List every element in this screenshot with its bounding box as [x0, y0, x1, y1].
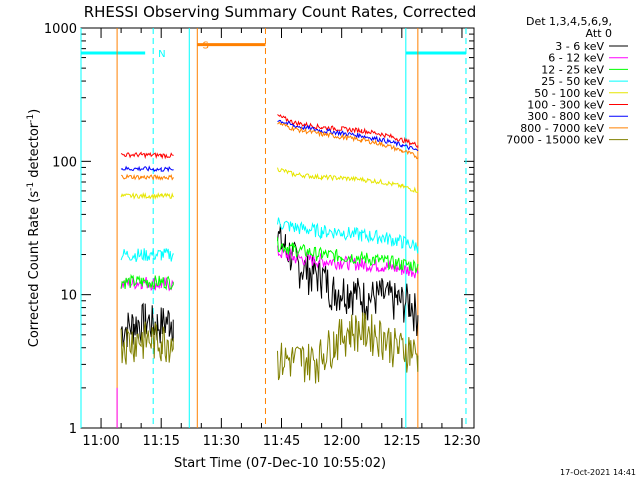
y-label-main: Corrected Count Rate (s [27, 191, 42, 348]
legend-label-7000-15000: 7000 - 15000 keV [506, 134, 604, 147]
series-800-7000-kev-line [277, 121, 419, 160]
chart-title: RHESSI Observing Summary Count Rates, Co… [84, 3, 477, 21]
series-25-50-kev-line [277, 217, 419, 254]
x-tick-label: 11:30 [203, 434, 240, 449]
legend-header-line: Att 0 [586, 27, 612, 40]
legend-label-50-100: 50 - 100 keV [534, 87, 604, 100]
x-tick-label: 12:30 [443, 434, 480, 449]
series-50-100-kev-line [120, 191, 174, 201]
legend-label-3-6: 3 - 6 keV [555, 40, 604, 53]
series-12-25-kev-line [277, 237, 419, 273]
legend-label-300-800: 300 - 800 keV [527, 110, 604, 123]
series-12-25-kev-line [120, 273, 174, 291]
y-label-sup-2: -1 [26, 114, 36, 123]
x-tick-label: 12:00 [323, 434, 360, 449]
series-100-300-kev-line [277, 114, 419, 149]
y-tick-label: 100 [52, 155, 77, 170]
series-800-7000-kev-line [120, 173, 174, 181]
legend-label-12-25: 12 - 25 keV [541, 63, 604, 76]
legend-label-25-50: 25 - 50 keV [541, 75, 604, 88]
plot-frame [80, 27, 475, 429]
y-tick-label: 10 [60, 289, 77, 304]
footer-date: 17-Oct-2021 14:41 [560, 468, 636, 477]
y-tick-label: 1 [69, 422, 77, 437]
legend-header-line: Det 1,3,4,5,6,9, [526, 15, 612, 28]
y-axis-label: Corrected Count Rate (s-1 detector-1) [26, 109, 42, 347]
x-tick-label: 11:45 [263, 434, 300, 449]
legend-label-100-300: 100 - 300 keV [527, 99, 604, 112]
legend-label-800-7000: 800 - 7000 keV [520, 122, 604, 135]
series-25-50-kev-line [120, 248, 174, 263]
x-tick-label: 12:15 [383, 434, 420, 449]
series-7000-15000-kev-line [120, 321, 174, 365]
series-3-6-kev-line [120, 302, 174, 348]
y-label-end: ) [27, 109, 42, 114]
legend-label-6-12: 6 - 12 keV [548, 52, 604, 65]
series-300-800-kev-line [120, 165, 174, 173]
flag-n-label: N [158, 49, 165, 60]
y-label-mid: detector [27, 122, 42, 182]
series-50-100-kev-line [277, 167, 419, 193]
series-100-300-kev-line [120, 151, 174, 160]
flag-s-label: S [202, 41, 208, 52]
series-3-6-kev-line [277, 224, 419, 337]
series-7000-15000-kev-line [277, 312, 419, 384]
x-axis-label: Start Time (07-Dec-10 10:55:02) [174, 456, 386, 471]
plot-area: 1 10 100 1000 11:00 11:15 11:30 11:45 12:00 12:15… [44, 22, 481, 449]
series-300-800-kev-line [277, 119, 419, 152]
y-label-sup-1: -1 [26, 182, 36, 191]
x-tick-label: 11:15 [142, 434, 179, 449]
y-tick-label: 1000 [44, 22, 77, 37]
x-tick-label: 11:00 [82, 434, 119, 449]
